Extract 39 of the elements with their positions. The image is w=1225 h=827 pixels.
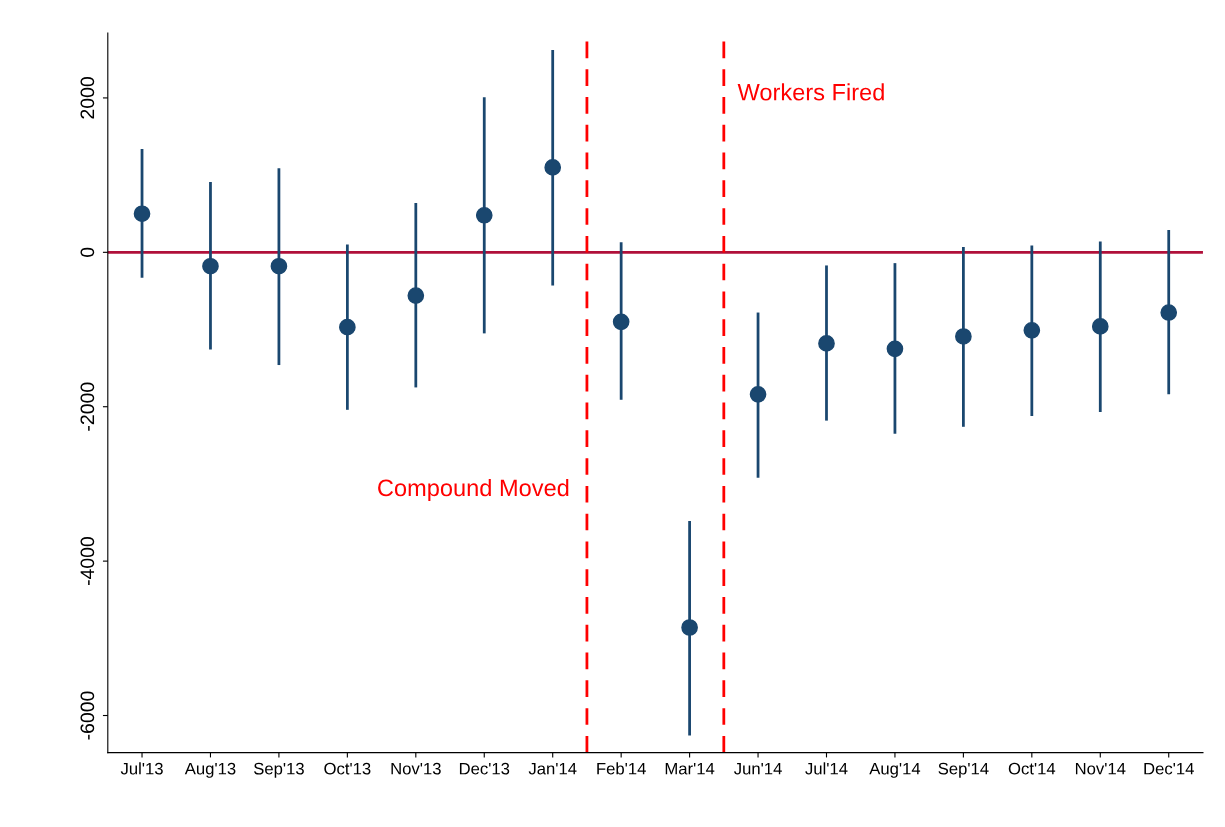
- point: [612, 313, 630, 331]
- point: [339, 318, 356, 336]
- point: [133, 205, 151, 223]
- x-tick-label: Jul'14: [805, 762, 848, 775]
- x-tick-label: Oct'13: [324, 762, 371, 775]
- x-tick-label: Jan'14: [528, 762, 577, 775]
- annotation: Workers Fired: [737, 83, 884, 101]
- y-tick-label: -4000: [80, 537, 95, 586]
- x-tick-label: Sep'13: [253, 762, 304, 778]
- point: [681, 619, 698, 636]
- point: [818, 335, 835, 352]
- annotation: Compound Moved: [378, 478, 569, 501]
- x-tick-label: Dec'14: [1144, 762, 1194, 775]
- point: [749, 386, 767, 403]
- y-tick-label: -2000: [80, 382, 95, 431]
- x-tick-label: Sep'14: [938, 762, 989, 778]
- x-tick-label: Oct'14: [1008, 762, 1056, 775]
- y-tick-label: 2000: [80, 77, 95, 119]
- point: [1160, 304, 1178, 321]
- x-tick-label: Nov'13: [391, 762, 441, 775]
- y-tick-label: -6000: [80, 691, 95, 740]
- point: [202, 257, 219, 275]
- point: [886, 340, 904, 358]
- point: [1091, 318, 1109, 335]
- point: [270, 257, 288, 275]
- x-tick-label: Nov'14: [1075, 762, 1126, 775]
- point: [544, 159, 562, 176]
- point: [1023, 321, 1041, 339]
- x-tick-label: Aug'13: [184, 762, 236, 778]
- x-tick-label: Jun'14: [734, 762, 782, 775]
- x-tick-label: Jul'13: [120, 762, 163, 775]
- x-tick-label: Feb'14: [597, 762, 646, 775]
- point: [955, 328, 972, 345]
- x-tick-label: Aug'14: [869, 762, 921, 778]
- x-tick-label: Mar'14: [665, 762, 715, 775]
- point: [407, 287, 425, 304]
- point: [475, 206, 493, 224]
- x-tick-label: Dec'13: [459, 762, 510, 775]
- y-tick-label: 0: [80, 247, 95, 257]
